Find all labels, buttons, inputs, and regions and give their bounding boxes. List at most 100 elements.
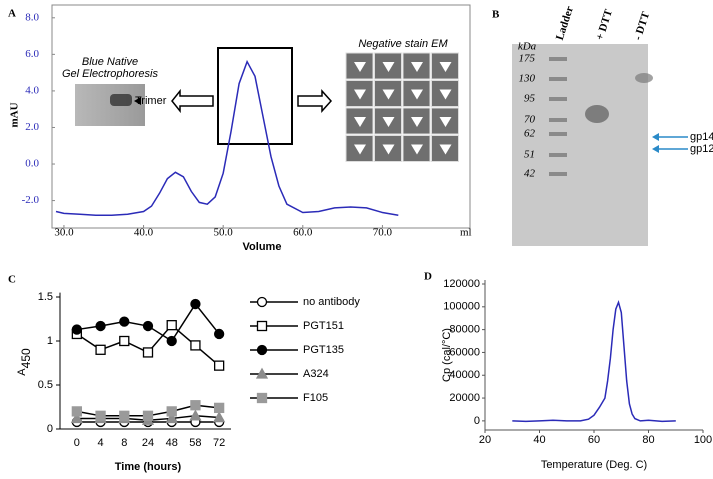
data-point: [213, 411, 226, 423]
data-line: [512, 299, 676, 423]
data-point: [213, 360, 225, 371]
legend-marker: [256, 320, 268, 332]
data-point: [166, 406, 177, 417]
x-tick-label: 100: [694, 434, 712, 446]
arrowhead: [652, 145, 659, 153]
marker-label: 51: [524, 149, 535, 161]
marker-label: 175: [519, 53, 536, 65]
em-particle: [439, 117, 452, 127]
band-pointer: [134, 97, 141, 105]
peak-box: [217, 47, 293, 145]
ladder-band: [549, 57, 567, 61]
legend-label: F105: [303, 392, 328, 404]
arrowhead: [652, 133, 659, 141]
plot-frame: [51, 4, 471, 229]
y-tick-label: 80000: [449, 324, 480, 336]
x-tick-label: 20: [479, 434, 491, 446]
y-tick-label: -2.0: [22, 194, 40, 206]
x-unit: ml: [460, 227, 472, 239]
y-tick-label: 20000: [449, 392, 480, 404]
ladder-band: [549, 132, 567, 136]
legend-marker: [256, 296, 268, 308]
y-tick-label: 100000: [443, 301, 480, 313]
y-tick-label: 40000: [449, 369, 480, 381]
data-point: [165, 412, 178, 424]
y-tick-label: 0: [47, 423, 53, 435]
x-tick-label: 72: [213, 437, 225, 449]
gel-image: [512, 44, 648, 246]
legend-marker: [255, 367, 269, 379]
ladder-band: [549, 77, 567, 81]
legend-label: A324: [303, 368, 329, 380]
ladder-band: [549, 97, 567, 101]
x-tick-label: 80: [642, 434, 654, 446]
y-tick-label: 1.5: [38, 291, 53, 303]
data-point: [142, 320, 154, 332]
inset-title: Gel Electrophoresis: [62, 68, 158, 80]
y-tick-label: 8.0: [25, 11, 39, 23]
band-label: Trimer: [135, 95, 167, 107]
data-point: [166, 320, 177, 331]
x-axis-label: Temperature (Deg. C): [541, 459, 647, 471]
y-axis-label: A450: [16, 348, 33, 376]
data-point: [71, 324, 83, 335]
data-point: [95, 320, 106, 332]
data-point: [166, 335, 177, 347]
data-point: [190, 298, 201, 310]
ladder-band: [549, 118, 567, 122]
em-particle: [354, 117, 366, 127]
x-tick-label: 40: [533, 434, 545, 446]
panel-letter: D: [424, 271, 432, 283]
data-point: [190, 400, 201, 411]
bn-gel-image: [75, 84, 145, 126]
marker-label: 70: [524, 114, 536, 126]
x-tick-label: 4: [98, 437, 104, 449]
lane-label: + DTT: [594, 7, 615, 41]
data-point: [213, 402, 225, 414]
x-tick-label: 70.0: [373, 227, 393, 239]
x-tick-label: 8: [121, 437, 127, 449]
y-label-sub: 450: [19, 348, 33, 368]
em-particle: [439, 62, 452, 72]
panel-letter: C: [8, 274, 16, 286]
kda-label: kDa: [518, 41, 537, 53]
arrow-right: [297, 89, 333, 113]
em-particle: [411, 117, 423, 127]
em-particle: [382, 62, 395, 72]
data-point: [213, 328, 225, 340]
panel-letter: B: [492, 9, 500, 21]
x-axis-label: Volume: [243, 241, 282, 253]
bn-band: [110, 94, 132, 106]
x-tick-label: 40.0: [134, 227, 154, 239]
y-tick-label: 0.0: [25, 158, 39, 170]
band-label: gp120: [690, 143, 713, 155]
y-axis-label: Cp (cal/°C): [441, 328, 453, 382]
inset-title: Negative stain EM: [358, 38, 448, 50]
em-particle: [382, 144, 395, 155]
y-tick-label: 0.5: [38, 379, 53, 391]
em-particle: [411, 62, 423, 72]
em-particle: [354, 144, 366, 155]
data-point: [119, 335, 130, 347]
lane-label: Ladder: [554, 5, 576, 42]
y-tick-label: 6.0: [25, 48, 39, 60]
marker-label: 62: [524, 128, 536, 140]
data-point: [119, 410, 130, 421]
x-tick-label: 48: [166, 437, 178, 449]
data-point: [71, 406, 83, 417]
em-particle: [439, 89, 452, 100]
data-point: [95, 410, 106, 421]
x-tick-label: 24: [142, 437, 154, 449]
data-point: [142, 347, 154, 358]
data-point: [119, 316, 130, 327]
em-particle: [411, 89, 423, 100]
band-plus-dtt: [585, 105, 609, 123]
x-tick-label: 60: [588, 434, 600, 446]
ladder-band: [549, 153, 567, 157]
legend-label: no antibody: [303, 296, 360, 308]
x-tick-label: 50.0: [214, 227, 234, 239]
y-tick-label: 120000: [443, 278, 480, 290]
ladder-bands: [549, 57, 567, 176]
band-minus-dtt: [635, 73, 653, 83]
